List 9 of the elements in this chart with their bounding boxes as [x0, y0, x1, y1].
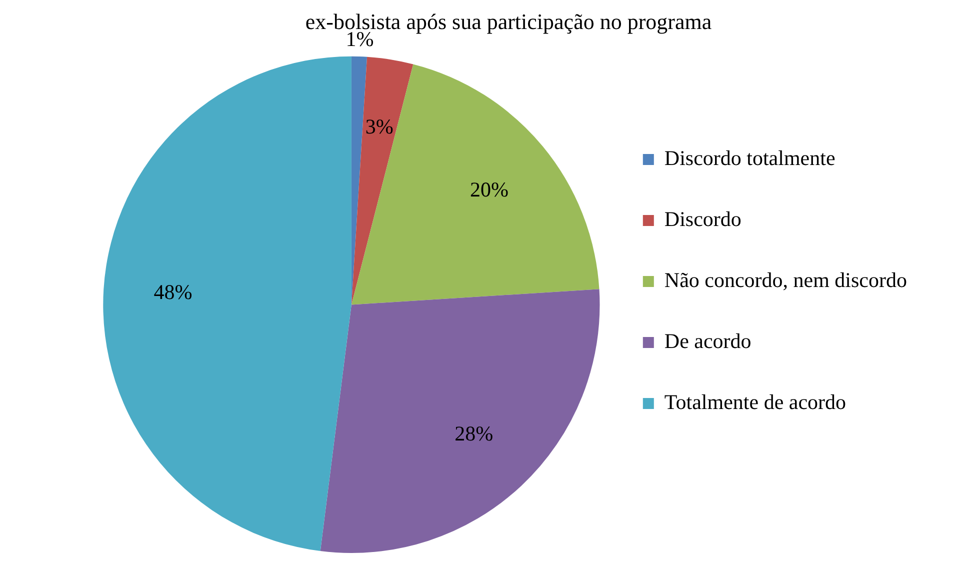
- data-label: 3%: [365, 114, 394, 139]
- data-label: 20%: [470, 177, 508, 202]
- legend-label: Discordo: [664, 207, 742, 232]
- legend-label: De acordo: [664, 329, 752, 354]
- data-label: 28%: [454, 422, 494, 446]
- legend-label: Totalmente de acordo: [664, 390, 846, 414]
- legend-label: Não concordo, nem discordo: [664, 268, 908, 292]
- legend-label: Discordo totalmente: [664, 146, 836, 170]
- data-label: 48%: [154, 280, 192, 304]
